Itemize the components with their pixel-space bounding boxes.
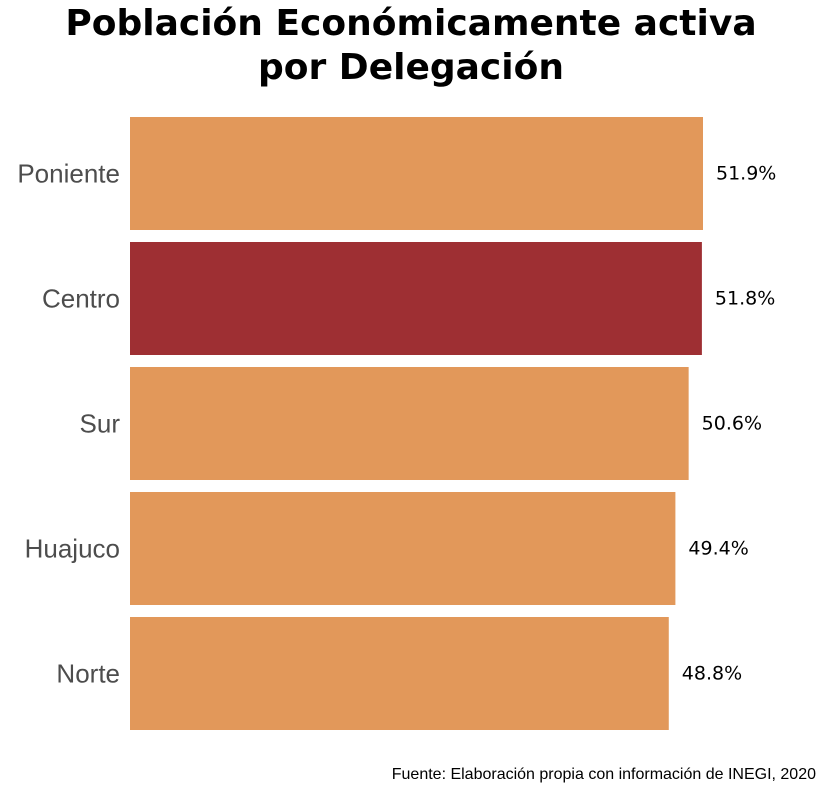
category-label-norte: Norte <box>56 659 120 689</box>
bar-huajuco <box>130 492 676 605</box>
value-label-huajuco: 49.4% <box>688 538 748 560</box>
category-label-huajuco: Huajuco <box>25 534 120 564</box>
category-label-poniente: Poniente <box>17 159 120 189</box>
chart-title: Población Económicamente activa por Dele… <box>0 2 822 90</box>
category-label-sur: Sur <box>80 409 121 439</box>
chart-title-line2: por Delegación <box>258 47 564 88</box>
chart-title-line1: Población Económicamente activa <box>65 3 757 44</box>
bar-sur <box>130 367 689 480</box>
bar-poniente <box>130 117 703 230</box>
value-label-poniente: 51.9% <box>716 163 776 185</box>
value-label-norte: 48.8% <box>682 663 742 685</box>
source-note: Fuente: Elaboración propia con informaci… <box>391 766 816 783</box>
value-label-centro: 51.8% <box>715 288 775 310</box>
bar-norte <box>130 617 669 730</box>
bar-centro <box>130 242 702 355</box>
value-label-sur: 50.6% <box>702 413 762 435</box>
category-label-centro: Centro <box>42 284 120 314</box>
